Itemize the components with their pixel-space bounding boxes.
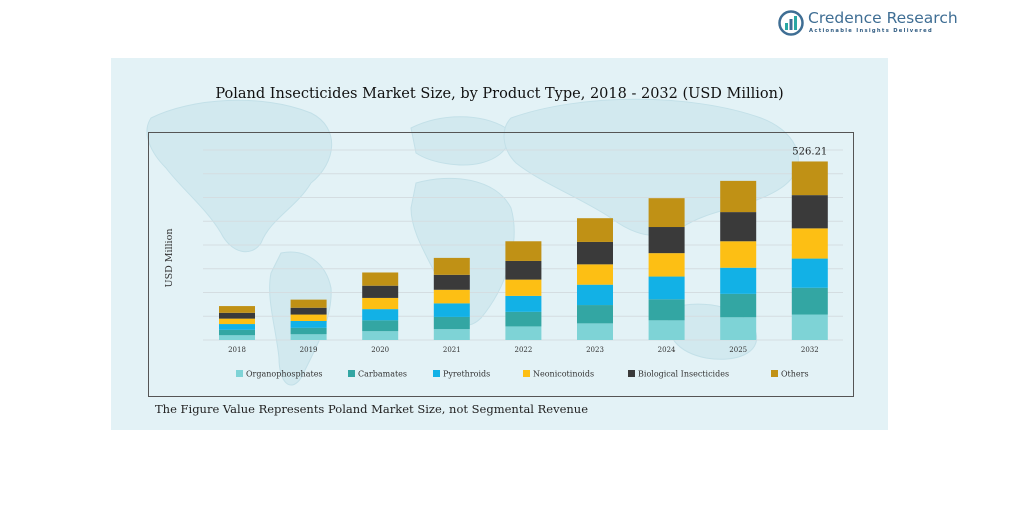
bar-segment (648, 198, 685, 228)
bar-segment (362, 272, 399, 286)
x-tick-label: 2021 (443, 346, 461, 354)
legend: Organophosphates Carbamates Pyrethroids Neo… (236, 370, 809, 379)
legend-label: Biological Insecticides (638, 370, 729, 379)
bar-segment (505, 241, 542, 261)
bar-segment (219, 306, 255, 313)
legend-label: Organophosphates (246, 370, 323, 379)
bar-segment (362, 285, 399, 298)
annotations: 526.21 (792, 146, 827, 157)
bar-segment (791, 161, 828, 196)
legend-label: Others (781, 370, 809, 379)
bar-segment (505, 295, 542, 312)
legend-swatch (433, 370, 440, 377)
x-tick-label: 2019 (300, 346, 318, 354)
bar-segment (720, 317, 757, 340)
bar-segment (577, 323, 613, 340)
bar-segment (219, 335, 255, 340)
bar-segment (505, 279, 542, 296)
legend-label: Pyrethroids (443, 370, 490, 379)
x-tick-label: 2018 (228, 346, 246, 354)
credence-logo-icon (778, 10, 804, 36)
bar-segment (791, 258, 828, 288)
legend-swatch (523, 370, 530, 377)
legend-label: Neonicotinoids (533, 370, 594, 379)
data-label: 526.21 (792, 146, 827, 157)
bar-segment (433, 289, 470, 304)
bar-segment (648, 320, 685, 340)
x-tick-label: 2023 (586, 346, 604, 354)
bar-segment (791, 195, 828, 229)
bar-segment (720, 212, 757, 242)
brand-name: Credence Research (808, 9, 958, 27)
legend-swatch (348, 370, 355, 377)
stacked-bar-chart: 2018 2019 2020 2021 2022 2023 2024 2025 2032 526… (164, 146, 843, 379)
bar-segment (433, 316, 470, 330)
bar-segment (577, 264, 613, 285)
bar-segment (791, 314, 828, 340)
bar-segment (219, 318, 255, 325)
bar-segment (648, 299, 685, 321)
legend-swatch (771, 370, 778, 377)
x-tick-label: 2032 (801, 346, 819, 354)
brand-logo: Credence Research Actionable Insights De… (778, 9, 1018, 40)
x-tick-label: 2025 (729, 346, 747, 354)
footnote: The Figure Value Represents Poland Marke… (155, 402, 589, 416)
bar-segment (791, 228, 828, 259)
bar-segment (720, 267, 757, 294)
bar-segment (219, 312, 255, 319)
bar-segment (290, 321, 327, 328)
x-tick-label: 2022 (514, 346, 532, 354)
brand-tagline: Actionable Insights Delivered (809, 28, 933, 34)
x-tick-label: 2024 (658, 346, 676, 354)
bar-segment (362, 331, 399, 340)
legend-label: Carbamates (358, 370, 407, 379)
bar-segment (433, 257, 470, 275)
bar-segment (505, 311, 542, 327)
bar-segment (433, 274, 470, 290)
bar-segment (505, 260, 542, 280)
bar-segment (577, 284, 613, 306)
bar-segment (290, 307, 327, 315)
bars (219, 161, 828, 340)
bar-segment (720, 180, 757, 213)
bar-segment (577, 305, 613, 324)
chart-title: Poland Insecticides Market Size, by Prod… (215, 86, 784, 102)
bar-segment (290, 314, 327, 321)
legend-swatch (628, 370, 635, 377)
x-tick-label: 2020 (371, 346, 389, 354)
bar-segment (362, 309, 399, 321)
bar-segment (362, 320, 399, 332)
bar-segment (290, 299, 327, 308)
bar-segment (648, 276, 685, 300)
plot-frame (148, 132, 854, 397)
bar-segment (433, 329, 470, 340)
bar-segment (505, 326, 542, 340)
bar-segment (648, 253, 685, 277)
bar-segment (577, 218, 613, 242)
bar-segment (290, 334, 327, 340)
bar-segment (219, 329, 255, 336)
bar-segment (720, 293, 757, 318)
bar-segment (433, 303, 470, 317)
chart-panel: Poland Insecticides Market Size, by Prod… (111, 58, 888, 430)
bar-segment (648, 227, 685, 254)
bar-segment (290, 327, 327, 335)
bar-segment (791, 287, 828, 315)
bar-segment (362, 297, 399, 310)
legend-swatch (236, 370, 243, 377)
category-labels: 2018 2019 2020 2021 2022 2023 2024 2025 2032 (228, 346, 819, 354)
bar-segment (720, 241, 757, 268)
y-axis-label: USD Million (164, 229, 175, 288)
bar-segment (219, 324, 255, 330)
bar-segment (577, 241, 613, 265)
